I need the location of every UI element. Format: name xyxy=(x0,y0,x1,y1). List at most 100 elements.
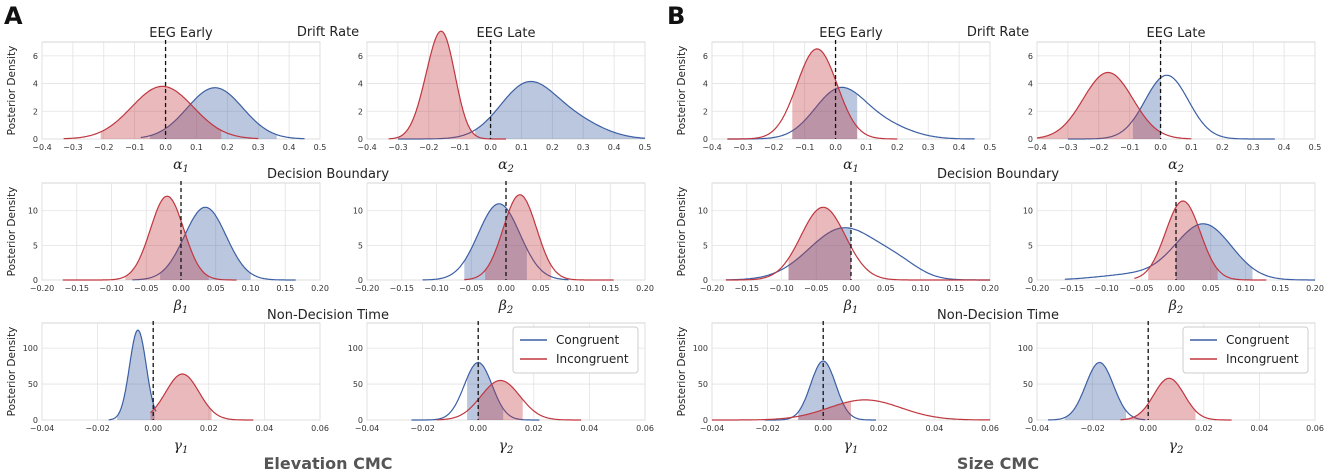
subplot-B-alpha1: −0.4 −0.3 −0.2 −0.1 0.0 0.1 0.2 0.3 0.4 0.5 0 2 4 6 α1… xyxy=(676,26,996,175)
x-tick-label: 0.02 xyxy=(525,424,543,433)
x-tick-label: −0.1 xyxy=(450,143,469,152)
subplot-A-beta2: −0.20 −0.15 −0.10 −0.05 0.00 0.05 0.10 0.15 0.20… xyxy=(353,181,654,316)
x-tick-label: 0.2 xyxy=(1216,143,1229,152)
x-tick-label: −0.15 xyxy=(734,284,759,293)
y-tick-label: 10 xyxy=(28,207,38,216)
density-fill-incongruent xyxy=(788,207,851,280)
panel-title-size-cmc: Size CMC xyxy=(957,454,1039,473)
x-tick-label: 0.00 xyxy=(172,284,190,293)
x-tick-label: 0.02 xyxy=(200,424,218,433)
x-tick-label: 0.3 xyxy=(577,143,590,152)
x-tick-label: 0.15 xyxy=(1271,284,1289,293)
x-tick-label: −0.05 xyxy=(1129,284,1154,293)
x-tick-label: −0.15 xyxy=(64,284,89,293)
y-tick-label: 4 xyxy=(33,80,38,89)
x-tick-label: 0.1 xyxy=(515,143,528,152)
x-tick-label: −0.04 xyxy=(355,424,380,433)
subplot-title: EEG Late xyxy=(1147,26,1206,41)
y-tick-label: 100 xyxy=(693,344,708,353)
y-tick-label: 2 xyxy=(703,107,708,116)
x-tick-label: −0.1 xyxy=(125,143,144,152)
x-tick-label: 0.0 xyxy=(829,143,842,152)
y-tick-label: 0 xyxy=(33,416,38,425)
x-axis-label: β2 xyxy=(498,298,513,316)
x-tick-label: −0.05 xyxy=(804,284,829,293)
y-tick-label: 0 xyxy=(703,135,708,144)
x-tick-label: 0.04 xyxy=(255,424,273,433)
subplot-title: EEG Early xyxy=(149,26,213,41)
x-tick-label: 0.2 xyxy=(891,143,904,152)
x-tick-label: 0.1 xyxy=(860,143,873,152)
x-tick-label: −0.02 xyxy=(1080,424,1105,433)
density-fill-incongruent xyxy=(1037,72,1161,139)
x-tick-label: −0.3 xyxy=(733,143,752,152)
y-tick-label: 6 xyxy=(33,52,38,61)
y-tick-label: 4 xyxy=(1028,80,1033,89)
density-fill-incongruent xyxy=(798,401,851,420)
x-tick-label: −0.02 xyxy=(755,424,780,433)
density-line-congruent xyxy=(140,87,305,140)
x-tick-label: 0.20 xyxy=(981,284,999,293)
x-tick-label: 0.04 xyxy=(580,424,598,433)
x-tick-label: −0.1 xyxy=(1120,143,1139,152)
y-tick-label: 10 xyxy=(698,207,708,216)
y-tick-label: 5 xyxy=(358,241,363,250)
x-tick-label: −0.15 xyxy=(389,284,414,293)
y-tick-label: 0 xyxy=(358,416,363,425)
panel-title-elevation-cmc: Elevation CMC xyxy=(264,454,393,473)
x-tick-label: −0.20 xyxy=(355,284,380,293)
y-tick-label: 0 xyxy=(1028,416,1033,425)
x-tick-label: 0.15 xyxy=(946,284,964,293)
x-tick-label: 0.05 xyxy=(877,284,895,293)
y-tick-label: 0 xyxy=(358,135,363,144)
y-tick-label: 6 xyxy=(703,52,708,61)
x-tick-label: 0.00 xyxy=(1139,424,1157,433)
x-tick-label: 0.4 xyxy=(283,143,296,152)
x-tick-label: 0.05 xyxy=(207,284,225,293)
x-tick-label: 0.20 xyxy=(311,284,329,293)
x-tick-label: 0.0 xyxy=(159,143,172,152)
y-tick-label: 2 xyxy=(358,107,363,116)
y-axis-label: Posterior Density xyxy=(676,187,688,277)
density-fill-congruent xyxy=(1132,77,1161,139)
section-title-non-decision-time-b: Non-Decision Time xyxy=(937,308,1059,323)
legend-box xyxy=(512,326,639,374)
x-tick-label: −0.02 xyxy=(410,424,435,433)
density-line-congruent xyxy=(422,203,569,281)
y-tick-label: 10 xyxy=(1023,207,1033,216)
x-axis-label: β1 xyxy=(843,298,858,316)
x-axis-label: γ2 xyxy=(1169,438,1184,456)
subplot-B-gamma1: −0.04 −0.02 0.00 0.02 0.04 0.06 0 50 100 γ1 Poster… xyxy=(676,321,999,456)
density-fill-incongruent xyxy=(150,374,212,420)
y-tick-label: 0 xyxy=(703,416,708,425)
plot-area xyxy=(366,41,646,140)
x-tick-label: −0.2 xyxy=(419,143,438,152)
y-tick-label: 100 xyxy=(23,344,38,353)
density-fill-congruent xyxy=(1176,223,1253,280)
density-line-congruent xyxy=(411,361,540,421)
x-tick-label: −0.3 xyxy=(1058,143,1077,152)
y-axis-label: Posterior Density xyxy=(676,327,688,417)
subplot-grid: −0.4 −0.3 −0.2 −0.1 0.0 0.1 0.2 0.3 0.4 0.5 0 2 4 6 α1… xyxy=(6,26,1324,456)
section-title-decision-boundary-b: Decision Boundary xyxy=(937,167,1059,182)
density-fill-congruent xyxy=(150,87,277,139)
x-axis-label: γ1 xyxy=(174,438,189,456)
x-axis-label: α2 xyxy=(1168,157,1184,175)
plot-area xyxy=(41,322,321,421)
density-line-incongruent xyxy=(1134,200,1267,281)
y-tick-label: 50 xyxy=(28,380,38,389)
x-axis-label: α1 xyxy=(173,157,189,175)
density-fill-congruent xyxy=(117,330,155,420)
x-tick-label: 0.2 xyxy=(546,143,559,152)
y-axis-label: Posterior Density xyxy=(6,327,18,417)
x-tick-label: 0.20 xyxy=(1306,284,1324,293)
x-tick-label: 0.02 xyxy=(870,424,888,433)
x-tick-label: −0.4 xyxy=(357,143,376,152)
x-tick-label: 0.00 xyxy=(842,284,860,293)
x-tick-label: 0.5 xyxy=(639,143,652,152)
x-tick-label: 0.00 xyxy=(497,284,515,293)
y-tick-label: 100 xyxy=(348,344,363,353)
x-tick-label: −0.2 xyxy=(1089,143,1108,152)
x-tick-label: −0.4 xyxy=(702,143,721,152)
